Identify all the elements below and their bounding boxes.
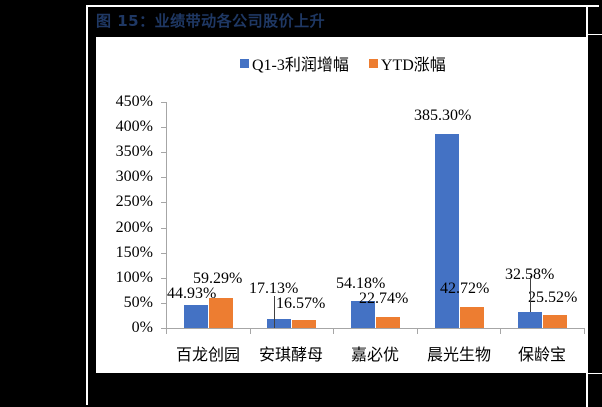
- frame-divider: [588, 34, 602, 35]
- y-tick-mark: [161, 328, 166, 329]
- bar-ytd: [376, 317, 400, 328]
- legend-label: YTD涨幅: [380, 57, 446, 74]
- chart-panel: [96, 37, 586, 373]
- x-category-label: 安琪酵母: [258, 345, 323, 364]
- x-category-label: 晨光生物: [426, 345, 491, 364]
- legend-item-ytd: YTD涨幅: [368, 51, 446, 75]
- y-tick-mark: [161, 278, 166, 279]
- bar-q13: [184, 305, 208, 328]
- legend-label: Q1-3利润增幅: [252, 57, 349, 74]
- y-tick-mark: [161, 253, 166, 254]
- chart-legend: Q1-3利润增幅 YTD涨幅: [240, 51, 466, 75]
- y-tick-label: 50%: [123, 294, 153, 311]
- bar-q13: [435, 134, 459, 328]
- bar-ytd: [292, 320, 316, 328]
- bar-q13: [351, 301, 375, 328]
- y-tick-label: 450%: [115, 93, 153, 110]
- bar-q13: [518, 312, 542, 328]
- x-category-label: 保龄宝: [517, 345, 566, 364]
- figure-title: 图 15：业绩带动各公司股价上升: [96, 12, 326, 30]
- y-tick-mark: [161, 177, 166, 178]
- x-tick-mark: [417, 328, 418, 334]
- leader-line: [530, 276, 531, 312]
- data-label-q13: 54.18%: [336, 275, 386, 292]
- data-label-ytd: 42.72%: [440, 280, 490, 297]
- y-tick-mark: [161, 102, 166, 103]
- x-category-label: 嘉必优: [350, 345, 399, 364]
- bar-ytd: [209, 298, 233, 328]
- data-label-ytd: 59.29%: [193, 270, 243, 287]
- y-tick-mark: [161, 303, 166, 304]
- y-tick-mark: [161, 127, 166, 128]
- x-axis: [166, 328, 584, 329]
- y-tick-mark: [161, 152, 166, 153]
- x-tick-mark: [250, 328, 251, 334]
- figure-frame: [86, 5, 599, 405]
- bar-q13: [267, 319, 291, 328]
- y-tick-label: 350%: [115, 143, 153, 160]
- y-tick-label: 200%: [115, 219, 153, 236]
- y-tick-label: 150%: [115, 244, 153, 261]
- y-tick-mark: [161, 228, 166, 229]
- legend-swatch-blue-icon: [240, 58, 249, 68]
- data-label-ytd: 25.52%: [528, 289, 578, 306]
- y-tick-mark: [161, 202, 166, 203]
- frame-divider: [588, 373, 602, 374]
- bar-ytd: [543, 315, 567, 328]
- x-tick-mark: [500, 328, 501, 334]
- x-tick-mark: [333, 328, 334, 334]
- data-label-q13: 17.13%: [249, 280, 299, 297]
- legend-item-q13: Q1-3利润增幅: [240, 51, 349, 75]
- y-axis: [166, 102, 167, 329]
- data-label-q13: 32.58%: [505, 266, 555, 283]
- frame-divider: [586, 7, 588, 407]
- x-tick-mark: [166, 328, 167, 334]
- x-category-label: 百龙创园: [175, 345, 240, 364]
- y-tick-label: 0%: [131, 319, 153, 336]
- x-tick-mark: [584, 328, 585, 334]
- y-tick-label: 400%: [115, 118, 153, 135]
- data-label-ytd: 22.74%: [359, 290, 409, 307]
- y-tick-label: 100%: [115, 269, 153, 286]
- data-label-q13: 385.30%: [414, 107, 472, 124]
- bar-ytd: [460, 307, 484, 328]
- y-tick-label: 300%: [115, 168, 153, 185]
- data-label-q13: 44.93%: [167, 285, 217, 302]
- data-label-ytd: 16.57%: [276, 295, 326, 312]
- leader-line: [274, 296, 275, 328]
- legend-swatch-orange-icon: [368, 58, 378, 68]
- y-tick-label: 250%: [115, 193, 153, 210]
